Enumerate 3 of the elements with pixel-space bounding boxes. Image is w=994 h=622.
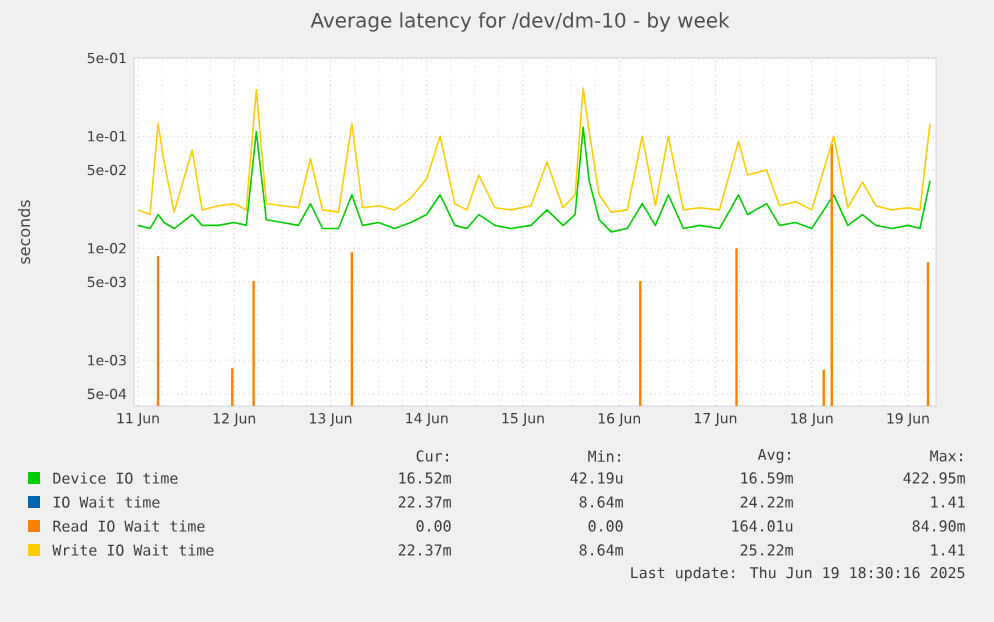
chart-title: Average latency for /dev/dm-10 - by week [310,12,730,32]
line-series [137,87,931,216]
line-series [137,126,931,233]
